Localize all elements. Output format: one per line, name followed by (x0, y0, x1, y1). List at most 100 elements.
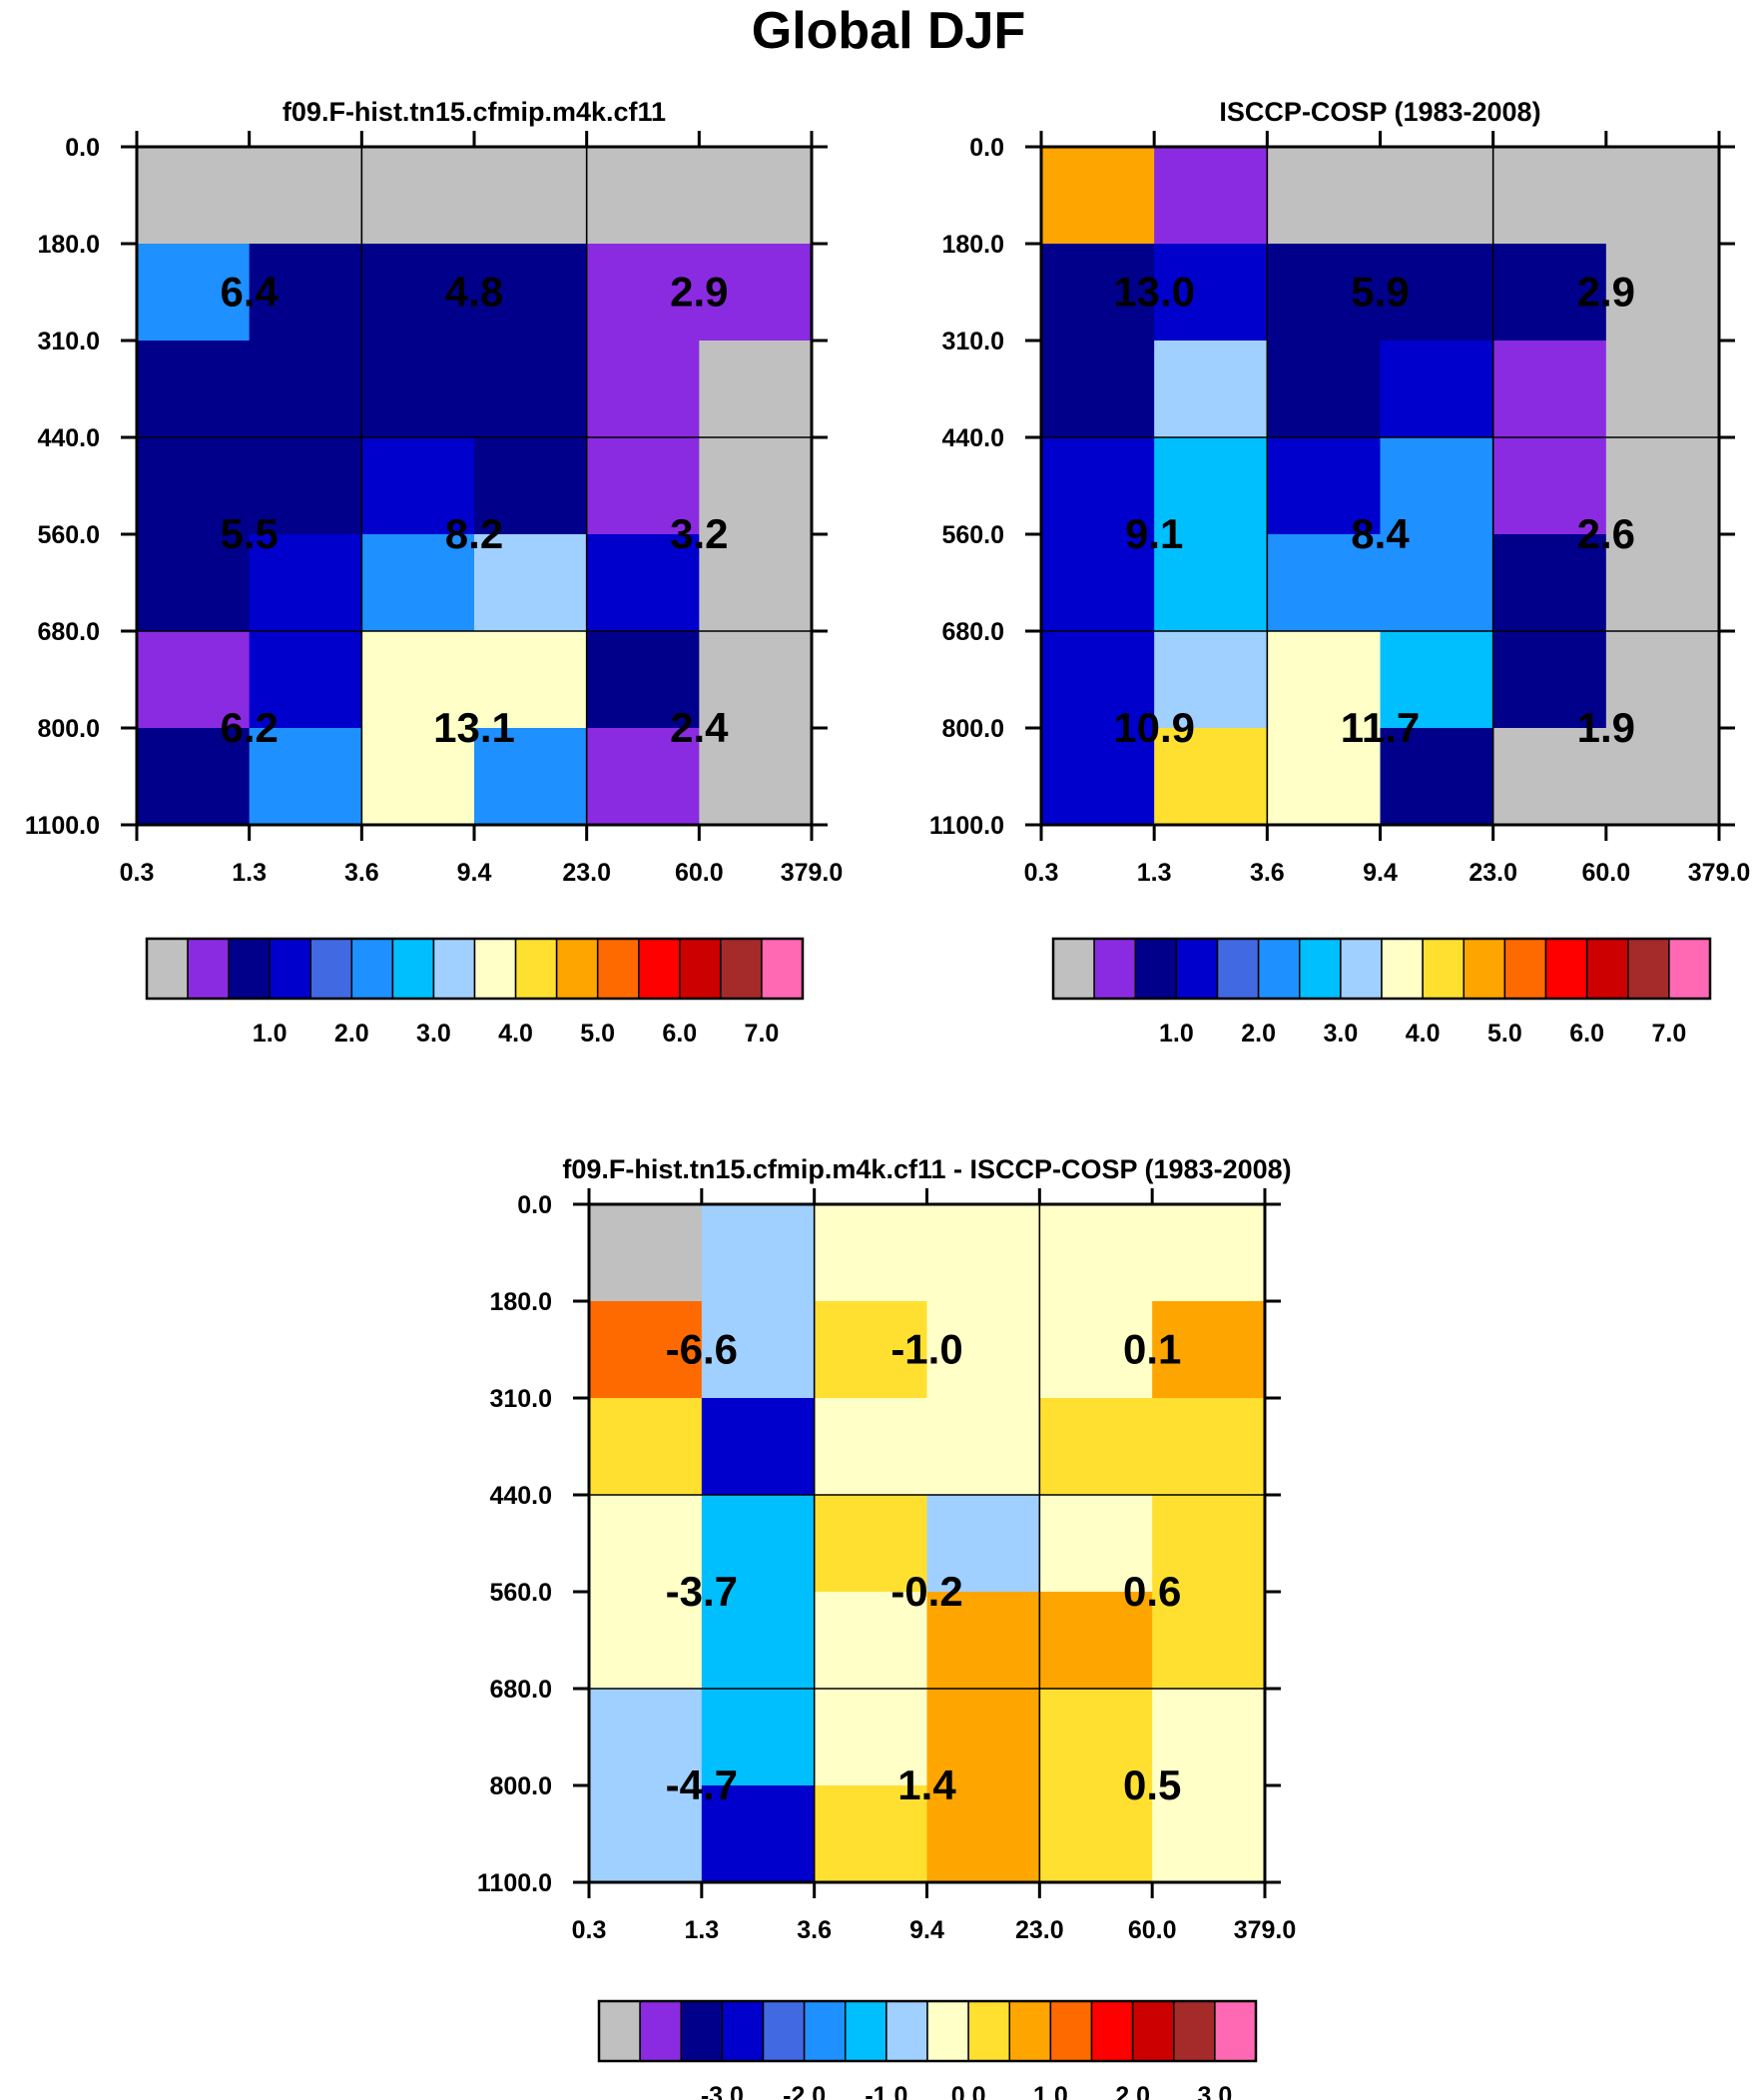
heatmap-cell (474, 631, 588, 729)
heatmap-cell (137, 341, 251, 438)
colorbar-label: 5.0 (580, 1020, 615, 1048)
heatmap-cell (137, 147, 251, 245)
heatmap-cell (1152, 1495, 1266, 1593)
colorbar-box (1173, 2000, 1216, 2062)
heatmap-cell (699, 244, 813, 342)
panel-title: f09.F-hist.tn15.cfmip.m4k.cf11 (283, 97, 666, 127)
colorbar: -3.0 -2.0 -1.0 0.0 1.0 2.0 3.0 (597, 1999, 1258, 2100)
heatmap-cell (1152, 1592, 1266, 1690)
x-tick-label: 379.0 (1688, 859, 1751, 887)
heatmap-cell (1380, 631, 1494, 729)
heatmap-cell (137, 631, 251, 729)
heatmap-cell (586, 631, 700, 729)
heatmap-cell (1041, 437, 1155, 535)
heatmap-cell (1041, 631, 1155, 729)
x-tick-label: 0.3 (120, 859, 155, 887)
x-tick-label: 3.6 (1250, 859, 1285, 887)
heatmap-cell (926, 1689, 1040, 1786)
cell-annotation: 8.4 (1351, 510, 1410, 557)
colorbar-frame (145, 937, 805, 1001)
x-tick-label: 379.0 (1234, 1916, 1297, 1944)
panel-3: f09.F-hist.tn15.cfmip.m4k.cf11 - ISCCP-C… (477, 1154, 1296, 2100)
heatmap-cell (249, 244, 362, 342)
heatmap-cell (1154, 728, 1268, 826)
heatmap-cell (1380, 534, 1494, 632)
heatmap-cell (1267, 341, 1382, 438)
heatmap-cell (1492, 728, 1607, 826)
x-tick-label: 9.4 (909, 1916, 944, 1944)
heatmap-cell (701, 1398, 816, 1496)
y-tick-label: 310.0 (941, 328, 1004, 355)
colorbar-label: -3.0 (701, 2082, 744, 2100)
colorbar-box (1585, 938, 1629, 1000)
heatmap-cell (249, 631, 362, 729)
heatmap-cell (814, 1398, 928, 1496)
heatmap-cell (699, 534, 813, 632)
figure-title: Global DJF (752, 2, 1025, 60)
y-tick-label: 1100.0 (25, 812, 100, 840)
heatmap-cell (589, 1204, 703, 1302)
x-tick-label: 1.3 (684, 1916, 719, 1944)
colorbar-box (1463, 938, 1506, 1000)
heatmap-cell (474, 437, 588, 535)
heatmap-cell (1152, 1785, 1266, 1883)
heatmap-cell (926, 1204, 1040, 1302)
heatmap-cell (249, 534, 362, 632)
colorbar-box (679, 938, 722, 1000)
colorbar-label: 3.0 (416, 1020, 451, 1048)
heatmap-cell (1154, 437, 1268, 535)
heatmap-cell (1041, 147, 1155, 245)
heatmap-cell (1380, 728, 1494, 826)
colorbar-box (803, 2000, 847, 2062)
x-tick-label: 1.3 (1137, 859, 1172, 887)
heatmap-cell (699, 147, 813, 245)
colorbar-box (1381, 938, 1424, 1000)
heatmap-cell (361, 341, 475, 438)
y-tick-label: 0.0 (969, 134, 1004, 162)
heatmap-cell (589, 1301, 703, 1399)
heatmap-cell (1267, 728, 1382, 826)
colorbar-box (1544, 938, 1588, 1000)
colorbar-label: 2.0 (334, 1020, 369, 1048)
y-tick-label: 560.0 (941, 521, 1004, 549)
colorbar-box (885, 2000, 928, 2062)
cell-annotation: 13.0 (1113, 269, 1195, 316)
heatmap-cell (699, 341, 813, 438)
heatmap-cell (586, 147, 700, 245)
colorbar-box (1257, 938, 1301, 1000)
heatmap-cell (814, 1785, 928, 1883)
heatmap-cell (1492, 437, 1607, 535)
heatmap-cell (361, 631, 475, 729)
y-tick-label: 0.0 (517, 1191, 552, 1219)
panel-title: ISCCP-COSP (1983-2008) (1219, 97, 1540, 127)
heatmap-cell (1154, 631, 1268, 729)
colorbar-label: 2.0 (1115, 2082, 1150, 2100)
heatmap-cell (1492, 534, 1607, 632)
cell-annotation: 11.7 (1341, 704, 1420, 751)
heatmap-cell (474, 534, 588, 632)
heatmap-cell (699, 728, 813, 826)
heatmap-cell (1605, 728, 1720, 826)
colorbar-box (228, 938, 271, 1000)
y-tick-label: 680.0 (37, 618, 100, 646)
y-tick-label: 560.0 (37, 521, 100, 549)
cell-annotation: 2.9 (1577, 269, 1635, 316)
colorbar-label: 2.0 (1241, 1020, 1276, 1048)
colorbar-box (967, 2000, 1010, 2062)
x-tick-label: 9.4 (1363, 859, 1398, 887)
y-tick-label: 0.0 (65, 134, 100, 162)
colorbar-box (269, 938, 311, 1000)
colorbar-box (1175, 938, 1219, 1000)
cell-annotation: 5.5 (220, 510, 278, 557)
cell-annotation: -0.2 (890, 1568, 962, 1615)
heatmap-cell (926, 1398, 1040, 1496)
y-tick-label: 440.0 (941, 424, 1004, 452)
heatmap-cell (814, 1204, 928, 1302)
cell-annotation: 6.2 (220, 704, 278, 751)
heatmap-cell (249, 728, 362, 826)
colorbar-label: 3.0 (1197, 2082, 1232, 2100)
colorbar-box (187, 938, 230, 1000)
heatmap-cell (1267, 534, 1382, 632)
heatmap-cell (589, 1398, 703, 1496)
cell-annotation: 3.2 (670, 510, 728, 557)
